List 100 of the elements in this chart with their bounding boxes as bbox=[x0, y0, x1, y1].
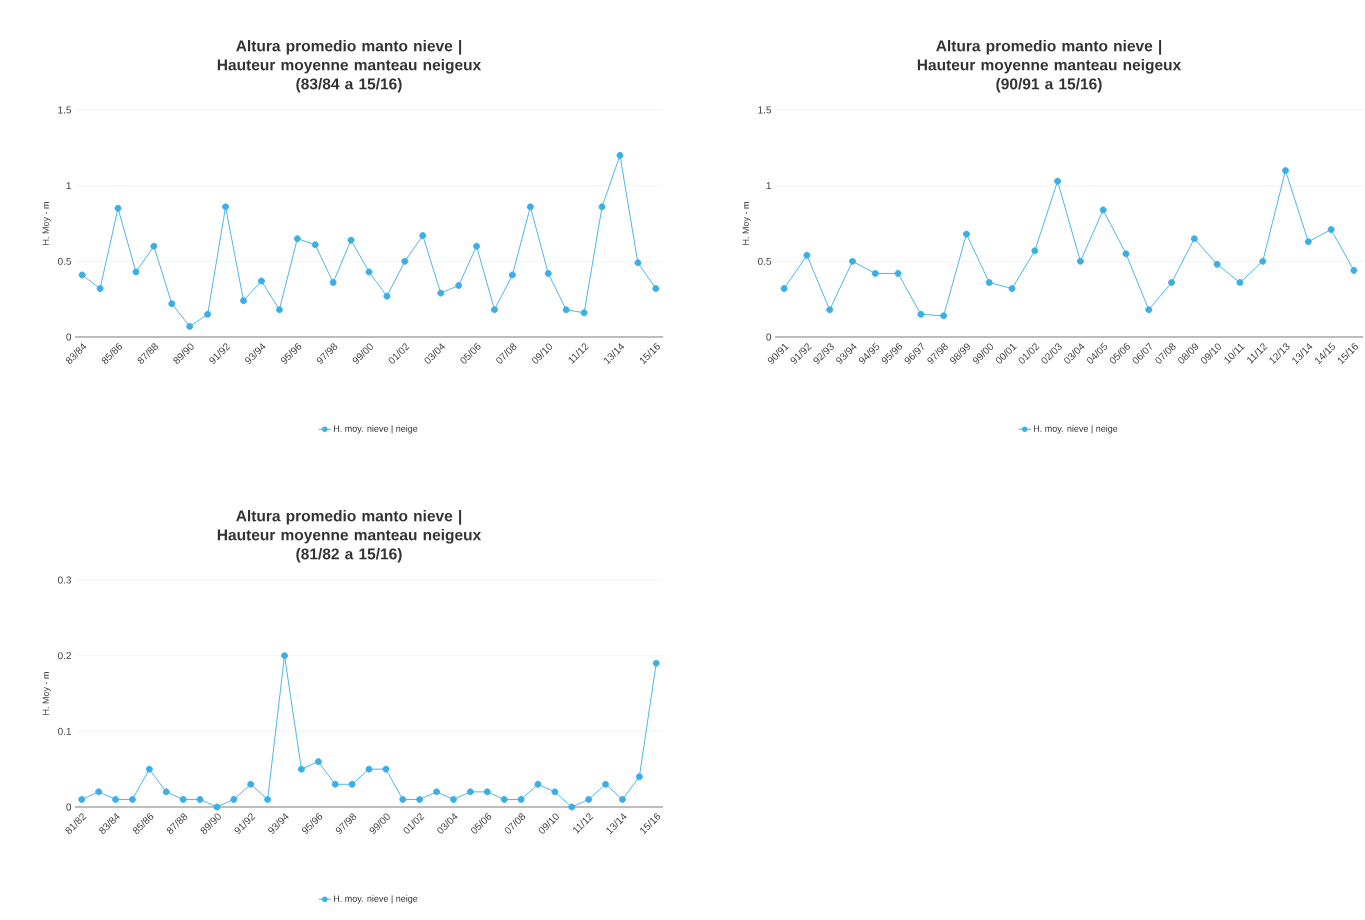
point bbox=[114, 204, 122, 212]
point bbox=[803, 251, 811, 259]
y-tick-label: 0.2 bbox=[57, 652, 71, 660]
point bbox=[585, 795, 593, 803]
point bbox=[483, 788, 491, 796]
point bbox=[281, 652, 288, 660]
y-tick-label: 1.5 bbox=[58, 106, 72, 114]
point bbox=[1236, 279, 1244, 286]
point bbox=[240, 297, 247, 305]
point bbox=[551, 788, 559, 796]
point bbox=[95, 788, 103, 796]
y-tick-label: 1 bbox=[66, 182, 71, 190]
point bbox=[416, 795, 424, 803]
y-axis-title: H. Moy - m bbox=[42, 202, 51, 245]
point bbox=[132, 268, 140, 276]
chart-subtitle: (90/91 a 15/16) bbox=[996, 78, 1102, 93]
chart-subtitle: (83/84 a 15/16) bbox=[296, 78, 402, 93]
y-axis-title: H. Moy - m bbox=[742, 202, 751, 245]
point bbox=[1031, 247, 1039, 255]
point bbox=[382, 765, 390, 773]
y-axis-title: H. Moy - m bbox=[42, 672, 51, 715]
point bbox=[1145, 306, 1153, 314]
point bbox=[1122, 250, 1130, 258]
y-tick-label: 0.3 bbox=[57, 576, 72, 584]
point bbox=[196, 795, 204, 803]
point bbox=[145, 765, 153, 773]
point bbox=[491, 306, 498, 314]
point bbox=[455, 282, 463, 289]
point bbox=[348, 780, 356, 788]
point bbox=[635, 773, 643, 781]
point bbox=[826, 306, 834, 314]
point bbox=[500, 795, 508, 803]
point bbox=[112, 795, 120, 803]
point bbox=[917, 310, 925, 318]
point bbox=[275, 306, 283, 314]
point bbox=[78, 795, 86, 803]
point bbox=[517, 795, 525, 803]
point bbox=[179, 795, 187, 803]
legend-label: H. moy. nieve | neige bbox=[333, 425, 418, 434]
point bbox=[401, 257, 409, 265]
point bbox=[186, 322, 194, 330]
point bbox=[168, 300, 176, 308]
point bbox=[347, 236, 355, 244]
point bbox=[602, 780, 610, 788]
y-tick-label: 0.5 bbox=[757, 257, 772, 265]
point bbox=[213, 803, 221, 811]
point bbox=[331, 780, 339, 788]
y-tick-label: 0.5 bbox=[57, 257, 72, 265]
point bbox=[293, 235, 301, 243]
chart-title: Altura promedio manto nieve | Hauteur moyenne manteau neigeux bbox=[217, 510, 482, 544]
point bbox=[1327, 226, 1335, 233]
y-tick-label: 1 bbox=[766, 182, 771, 190]
point bbox=[580, 309, 588, 317]
point bbox=[568, 803, 576, 811]
point bbox=[1282, 167, 1289, 174]
point bbox=[1350, 266, 1358, 274]
legend-label: H. moy. nieve | neige bbox=[1033, 425, 1118, 434]
point bbox=[162, 788, 170, 796]
chart-title: Altura promedio manto nieve | Hauteur moyenne manteau neigeux bbox=[917, 40, 1182, 74]
point bbox=[963, 230, 970, 238]
point bbox=[1259, 257, 1267, 265]
point bbox=[598, 203, 606, 211]
y-tick-label: 0 bbox=[766, 333, 772, 341]
point bbox=[634, 259, 642, 267]
point bbox=[1213, 260, 1221, 268]
point bbox=[329, 279, 337, 286]
point bbox=[466, 788, 474, 796]
point bbox=[365, 765, 373, 773]
point bbox=[1076, 257, 1084, 265]
point bbox=[311, 241, 319, 249]
point bbox=[534, 780, 542, 788]
point bbox=[1099, 206, 1107, 214]
point bbox=[399, 795, 407, 803]
point bbox=[297, 765, 305, 773]
point bbox=[1008, 285, 1016, 293]
point bbox=[508, 271, 516, 279]
point bbox=[264, 795, 272, 803]
chart-title: Altura promedio manto nieve | Hauteur moyenne manteau neigeux bbox=[217, 40, 482, 74]
point bbox=[222, 203, 230, 211]
point bbox=[1054, 177, 1062, 185]
y-tick-label: 0 bbox=[66, 803, 72, 811]
point bbox=[129, 795, 136, 803]
point bbox=[1190, 235, 1198, 243]
point bbox=[1168, 279, 1176, 286]
point bbox=[652, 659, 660, 667]
point bbox=[616, 151, 624, 159]
point bbox=[78, 271, 86, 279]
point bbox=[383, 292, 391, 300]
chart-subtitle: (81/82 a 15/16) bbox=[296, 548, 402, 563]
point bbox=[437, 289, 445, 297]
point bbox=[871, 269, 879, 277]
point bbox=[894, 269, 902, 277]
point bbox=[1304, 238, 1312, 246]
point bbox=[258, 277, 265, 285]
point bbox=[204, 310, 212, 318]
legend-label: H. moy. nieve | neige bbox=[333, 895, 418, 904]
point bbox=[314, 758, 322, 766]
point bbox=[450, 795, 457, 803]
point bbox=[619, 795, 626, 803]
point bbox=[230, 795, 238, 803]
